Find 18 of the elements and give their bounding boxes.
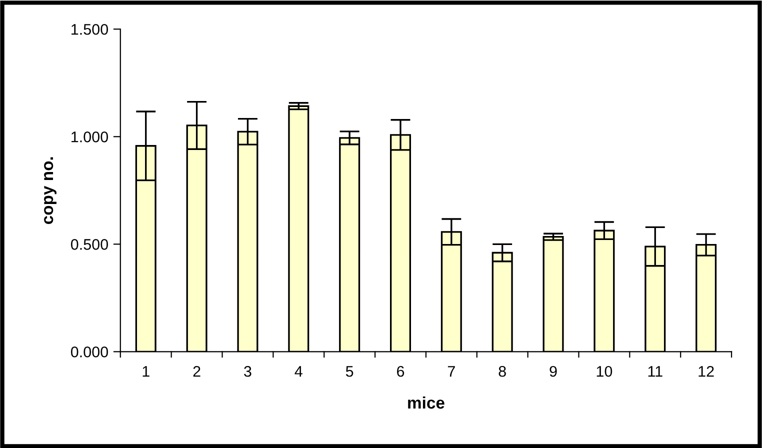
y-tick-label: 1.500 — [72, 24, 108, 35]
y-tick-label: 0.500 — [70, 239, 108, 250]
x-tick-label: 12 — [698, 366, 714, 377]
x-tick-label: 6 — [397, 366, 404, 377]
x-tick-label: 3 — [244, 366, 252, 377]
x-tick-label: 1 — [142, 366, 150, 377]
x-tick-label: 10 — [596, 366, 612, 377]
x-axis-title: mice — [408, 396, 444, 409]
x-tick-label: 4 — [294, 366, 302, 377]
x-tick-label: 2 — [193, 366, 200, 377]
x-tick-label: 7 — [448, 366, 455, 377]
y-tick-label: 1.000 — [72, 132, 108, 142]
x-tick-label: 9 — [550, 366, 557, 377]
x-tick-label: 5 — [346, 366, 354, 377]
x-tick-label: 11 — [648, 366, 662, 377]
y-tick-label: 0.000 — [70, 346, 108, 358]
y-axis-title: copy no. — [44, 157, 56, 224]
x-tick-label: 8 — [498, 366, 506, 377]
